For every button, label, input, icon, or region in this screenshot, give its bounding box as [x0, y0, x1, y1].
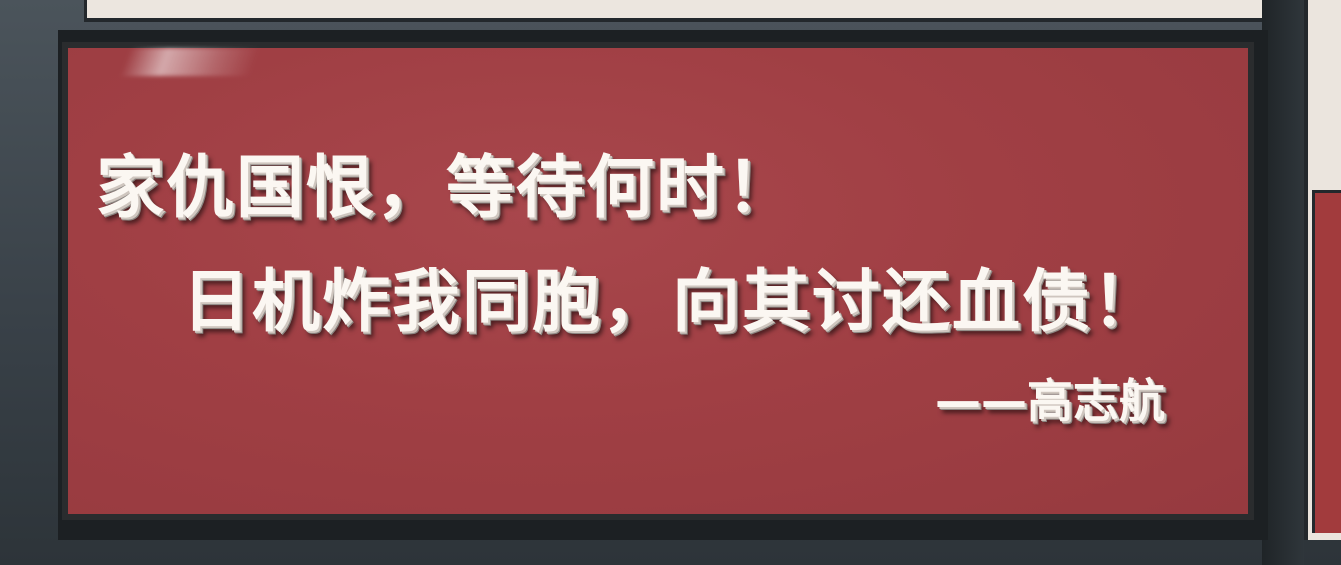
quote-attribution: ——高志航 [935, 374, 1165, 428]
quote-line-2: 日机炸我同胞，向其讨还血债！ [182, 263, 1163, 342]
right-post [1262, 0, 1304, 565]
sign-glare [119, 48, 261, 76]
quote-sign-panel [62, 42, 1254, 520]
quote-line-1: 家仇国恨，等待何时！ [96, 149, 797, 228]
right-board-red-panel [1312, 190, 1341, 533]
upper-board-edge [84, 0, 1266, 22]
